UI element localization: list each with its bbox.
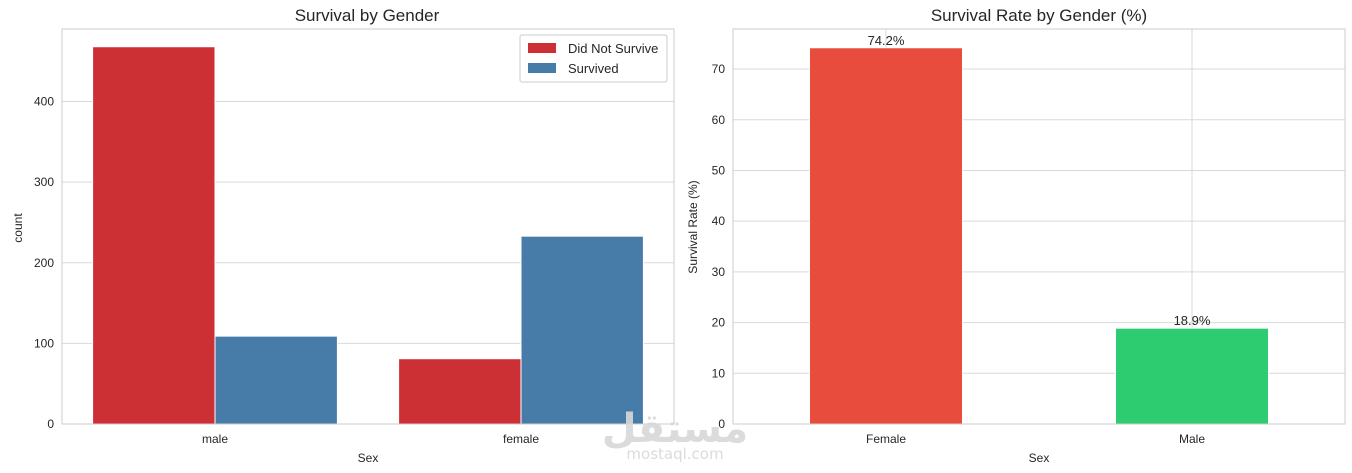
y-tick-100: 100	[34, 336, 54, 350]
x-tick-Male: Male	[1179, 432, 1205, 446]
watermark-arabic: مستقل	[602, 406, 748, 452]
x-tick-Female: Female	[866, 432, 906, 446]
x-tick-female: female	[503, 432, 539, 446]
y-tick-50: 50	[712, 163, 726, 177]
chart2-bars	[809, 47, 1269, 425]
y-tick-0: 0	[47, 417, 54, 431]
y-tick-400: 400	[34, 95, 54, 109]
legend-swatch-survived	[528, 63, 556, 73]
y-tick-60: 60	[712, 113, 726, 127]
chart1-bars	[92, 46, 644, 425]
y-tick-70: 70	[712, 62, 726, 76]
chart1-x-ticks: male female	[202, 432, 539, 446]
legend-box	[519, 34, 668, 83]
y-tick-200: 200	[34, 256, 54, 270]
y-tick-20: 20	[712, 316, 726, 330]
chart1-x-label: Sex	[358, 451, 379, 465]
survival-by-gender-chart: Survival by Gender 0 100 200 300 400 male fem…	[11, 6, 675, 465]
chart2-data-labels: 74.2% 18.9%	[868, 33, 1211, 328]
legend-label-did-not-survive: Did Not Survive	[568, 41, 658, 56]
chart2-title: Survival Rate by Gender (%)	[931, 6, 1147, 25]
y-tick-300: 300	[34, 175, 54, 189]
bar-female-did-not-survive	[398, 358, 522, 425]
legend-swatch-did-not-survive	[528, 43, 556, 53]
chart1-frame	[61, 28, 675, 425]
chart1-title: Survival by Gender	[295, 6, 440, 25]
y-tick-30: 30	[712, 265, 726, 279]
data-label-male: 18.9%	[1174, 313, 1211, 328]
bar-male-did-not-survive	[92, 46, 216, 425]
chart1-y-label: count	[11, 213, 25, 243]
chart2-y-label: Survival Rate (%)	[686, 180, 700, 273]
watermark-logo: مستقل mostaql.com	[602, 406, 748, 463]
chart2-frame	[732, 28, 1346, 425]
bar-male	[1115, 327, 1269, 425]
watermark-latin: mostaql.com	[626, 445, 723, 463]
y-tick-0: 0	[718, 417, 725, 431]
chart1-y-ticks: 0 100 200 300 400	[34, 95, 54, 431]
y-tick-40: 40	[712, 214, 726, 228]
bar-female-survived	[520, 235, 644, 425]
y-tick-10: 10	[712, 366, 726, 380]
bar-male-survived	[214, 335, 338, 425]
bar-female	[809, 47, 963, 425]
legend-label-survived: Survived	[568, 61, 619, 76]
chart2-x-label: Sex	[1029, 451, 1050, 465]
data-label-female: 74.2%	[868, 33, 905, 48]
chart2-y-ticks: 0 10 20 30 40 50 60 70	[712, 62, 726, 431]
chart2-x-ticks: Female Male	[866, 432, 1205, 446]
x-tick-male: male	[202, 432, 228, 446]
survival-rate-by-gender-chart: Survival Rate by Gender (%) 0 10 20 30 40 50 6…	[686, 6, 1346, 465]
chart1-legend: Did Not Survive Survived	[519, 34, 668, 83]
